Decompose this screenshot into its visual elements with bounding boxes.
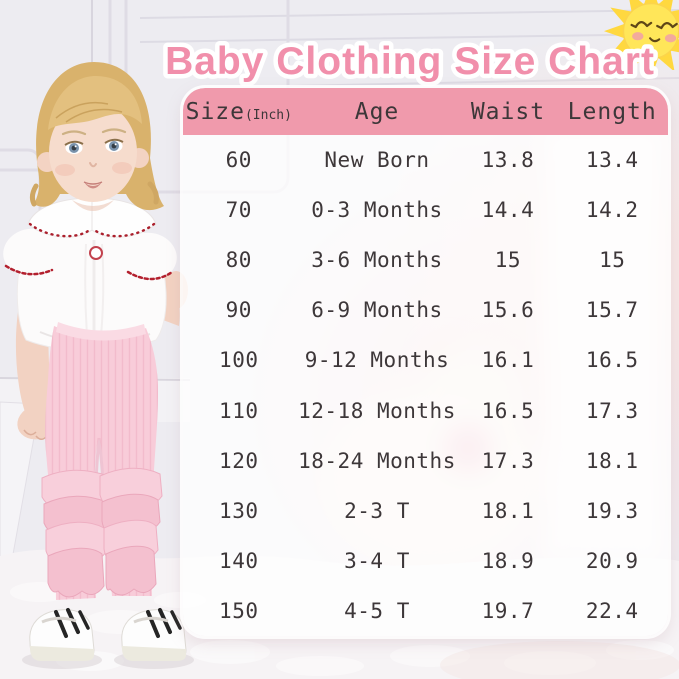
table-row: 130 2-3 T 18.1 19.3 [183, 486, 668, 536]
cell-length: 20.9 [585, 548, 639, 573]
cell-length: 18.1 [585, 448, 639, 473]
cell-size: 90 [225, 298, 252, 323]
size-unit-label: (Inch) [244, 107, 292, 123]
cell-age: 3-6 Months [311, 248, 443, 273]
cell-length: 14.2 [585, 198, 639, 223]
cell-length: 22.4 [585, 598, 639, 623]
cell-length: 19.3 [585, 498, 639, 523]
cell-waist: 17.3 [481, 448, 535, 473]
table-row: 60 New Born 13.8 13.4 [183, 135, 668, 185]
cell-size: 130 [219, 498, 259, 523]
cell-age: 2-3 T [344, 498, 410, 523]
table-row: 100 9-12 Months 16.1 16.5 [183, 335, 668, 385]
col-header-length: Length [567, 98, 657, 125]
table-row: 140 3-4 T 18.9 20.9 [183, 536, 668, 586]
cell-age: New Born [324, 148, 430, 173]
cell-size: 80 [225, 248, 252, 273]
size-chart-header: Size(Inch) Age Waist Length [183, 88, 668, 135]
cell-waist: 18.1 [481, 498, 535, 523]
table-row: 150 4-5 T 19.7 22.4 [183, 586, 668, 636]
cell-waist: 15.6 [481, 298, 535, 323]
table-row: 120 18-24 Months 17.3 18.1 [183, 436, 668, 486]
cell-size: 110 [219, 398, 259, 423]
cell-length: 17.3 [585, 398, 639, 423]
toddler-head [29, 62, 164, 211]
cell-length: 15.7 [585, 298, 639, 323]
cell-age: 0-3 Months [311, 198, 443, 223]
cell-length: 13.4 [585, 148, 639, 173]
cell-waist: 13.8 [481, 148, 535, 173]
page-title-graphic: Baby Clothing Size Chart [161, 36, 659, 88]
cell-age: 4-5 T [344, 598, 410, 623]
col-header-waist: Waist [470, 98, 546, 125]
cell-size: 120 [219, 448, 259, 473]
cell-length: 16.5 [585, 348, 639, 373]
cell-waist: 16.5 [481, 398, 535, 423]
cell-size: 70 [225, 198, 252, 223]
cell-age: 6-9 Months [311, 298, 443, 323]
table-row: 90 6-9 Months 15.6 15.7 [183, 285, 668, 335]
cell-age: 9-12 Months [304, 348, 450, 373]
col-header-age: Age [354, 98, 400, 125]
cell-size: 140 [219, 548, 259, 573]
col-header-size: Size(Inch) [183, 99, 295, 125]
size-chart-rows: 60 New Born 13.8 13.4 70 0-3 Months 14.4… [183, 135, 668, 636]
size-label: Size [185, 98, 245, 125]
cell-age: 12-18 Months [298, 398, 456, 423]
cell-length: 15 [599, 248, 626, 273]
cell-waist: 15 [494, 248, 522, 273]
cell-size: 100 [219, 348, 259, 373]
table-row: 80 3-6 Months 15 15 [183, 235, 668, 285]
white-shirt [3, 197, 177, 351]
cell-waist: 16.1 [481, 348, 535, 373]
sun-icon [604, 0, 679, 70]
page-title: Baby Clothing Size Chart [165, 40, 655, 83]
cell-age: 3-4 T [344, 548, 410, 573]
cell-size: 150 [219, 598, 259, 623]
cell-waist: 19.7 [481, 598, 535, 623]
cell-waist: 18.9 [481, 548, 535, 573]
table-row: 110 12-18 Months 16.5 17.3 [183, 385, 668, 435]
toddler-figure [3, 62, 196, 671]
pink-ruffle-pants [41, 322, 163, 600]
cell-size: 60 [225, 148, 252, 173]
cell-age: 18-24 Months [298, 448, 456, 473]
table-row: 70 0-3 Months 14.4 14.2 [183, 185, 668, 235]
cell-waist: 14.4 [481, 198, 535, 223]
size-chart-panel: Size(Inch) Age Waist Length 60 New Born … [183, 88, 668, 636]
